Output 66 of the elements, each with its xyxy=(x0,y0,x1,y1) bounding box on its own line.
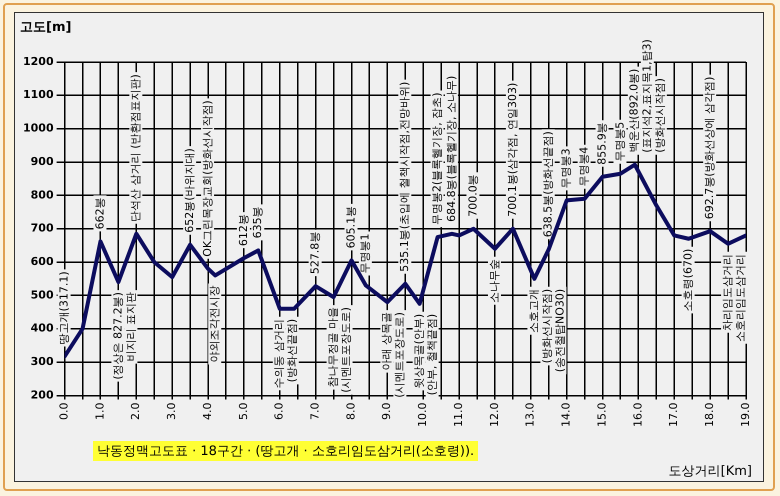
y-tick-label: 900 xyxy=(30,154,54,168)
x-tick-label: 1.0 xyxy=(93,402,106,420)
x-tick-label: 19.0 xyxy=(738,402,752,428)
y-tick-label: 1000 xyxy=(22,122,54,135)
x-tick-label: 18.0 xyxy=(702,402,716,428)
x-tick-label: 15.0 xyxy=(595,402,608,428)
x-tick-label: 12.0 xyxy=(488,402,501,428)
annotation: 무명봉5 xyxy=(613,122,626,162)
annotation: 차리임도삼거리 소호리임도삼거리 xyxy=(720,254,747,342)
annotation: 692.7봉(방화선상에 삼각점) xyxy=(702,76,716,220)
annotation: 단석산 삼거리 (반환점표지판) xyxy=(129,74,142,222)
text: 낙동정맥고도표 · 18구간 · (땅고개 · 소호리임도삼거리(소호령)). xyxy=(93,441,478,461)
x-tick-label: 14.0 xyxy=(560,402,573,428)
annotation: 535.1봉(초입에 철책시작점,전망바위) xyxy=(398,82,412,272)
x-tick-label: 2.0 xyxy=(129,402,142,420)
annotation: 수의동 삼거리 (방화선끝점) xyxy=(272,318,299,388)
x-tick-label: 6.0 xyxy=(272,402,286,420)
x-tick-label: 7.0 xyxy=(308,402,322,420)
y-tick-label: 1200 xyxy=(22,54,54,68)
y-tick-label: 1100 xyxy=(22,88,54,102)
x-tick-label: 10.0 xyxy=(416,402,430,428)
y-tick-label: 700 xyxy=(30,222,54,235)
y-tick-label: 500 xyxy=(30,288,54,302)
annotation: 무명봉1 xyxy=(358,233,372,274)
y-tick-label: 800 xyxy=(30,188,54,202)
annotation: 윗상목골(안부) (안부, 철책끝점) xyxy=(412,314,439,396)
annotation: (정상은 827.2봉) 비지리 표지판 xyxy=(111,292,138,380)
annotation: 백운산(892.0봉) (표지석2,표지목1,탑3) (방화선시작점) xyxy=(628,39,667,153)
x-tick-label: 8.0 xyxy=(344,402,358,420)
y-tick-label: 400 xyxy=(30,322,54,335)
y-tick-label: 300 xyxy=(30,355,54,368)
x-tick-label: 16.0 xyxy=(631,402,644,428)
annotation: 700.0봉 xyxy=(466,174,480,217)
annotation: 소호령(670) xyxy=(681,248,694,312)
y-tick-label: 200 xyxy=(30,388,54,402)
x-tick-label: 4.0 xyxy=(200,402,214,420)
annotation: 638.5봉(방화선끝점) xyxy=(542,131,555,238)
annotation: 635봉 xyxy=(251,206,264,238)
annotation: 662봉 xyxy=(93,197,106,230)
x-tick-label: 9.0 xyxy=(380,402,394,420)
x-axis-title: 도상거리[Km] xyxy=(668,463,752,480)
x-tick-label: 3.0 xyxy=(165,402,178,420)
annotation: 아래 상목골 (시멘트포장도로) xyxy=(380,312,406,398)
annotation: 무명봉3 xyxy=(560,148,573,188)
annotation: 무명봉4 xyxy=(577,146,590,187)
annotation: 684.8봉(블록헬기장, 소나무) xyxy=(444,76,458,222)
annotation: 855.9봉 xyxy=(595,122,608,165)
annotation: 700.1봉(삼각점, 연일303) xyxy=(506,82,519,217)
annotation: 612봉 xyxy=(236,214,250,246)
annotation: 무명봉2(블록헬기장, 잡초) xyxy=(430,92,444,226)
x-tick-label: 11.0 xyxy=(452,402,465,428)
annotation: 소나무숲 xyxy=(488,258,501,303)
annotation: 야외조각전시장 xyxy=(208,285,222,362)
annotation: 605.1봉 xyxy=(344,206,358,248)
annotation: 참나무정골 마을 (시멘트포장도로) xyxy=(326,307,352,393)
x-tick-label: 0.0 xyxy=(57,402,70,420)
y-tick-label: 600 xyxy=(30,254,54,268)
annotation: 소호고개 (방화선시작점) (송전철탑NO30) xyxy=(527,288,566,372)
x-tick-label: 5.0 xyxy=(236,402,250,420)
y-axis-title: 고도[m] xyxy=(20,19,72,36)
annotation: 땅고개(317.1) xyxy=(57,271,70,344)
x-tick-label: 13.0 xyxy=(524,402,537,428)
annotation: 527.8봉 xyxy=(308,232,322,274)
annotation: 652봉(바위지대) xyxy=(182,148,196,233)
x-tick-label: 17.0 xyxy=(667,402,680,428)
annotation: OK그린목장교회(방화선시작점) xyxy=(200,100,214,257)
